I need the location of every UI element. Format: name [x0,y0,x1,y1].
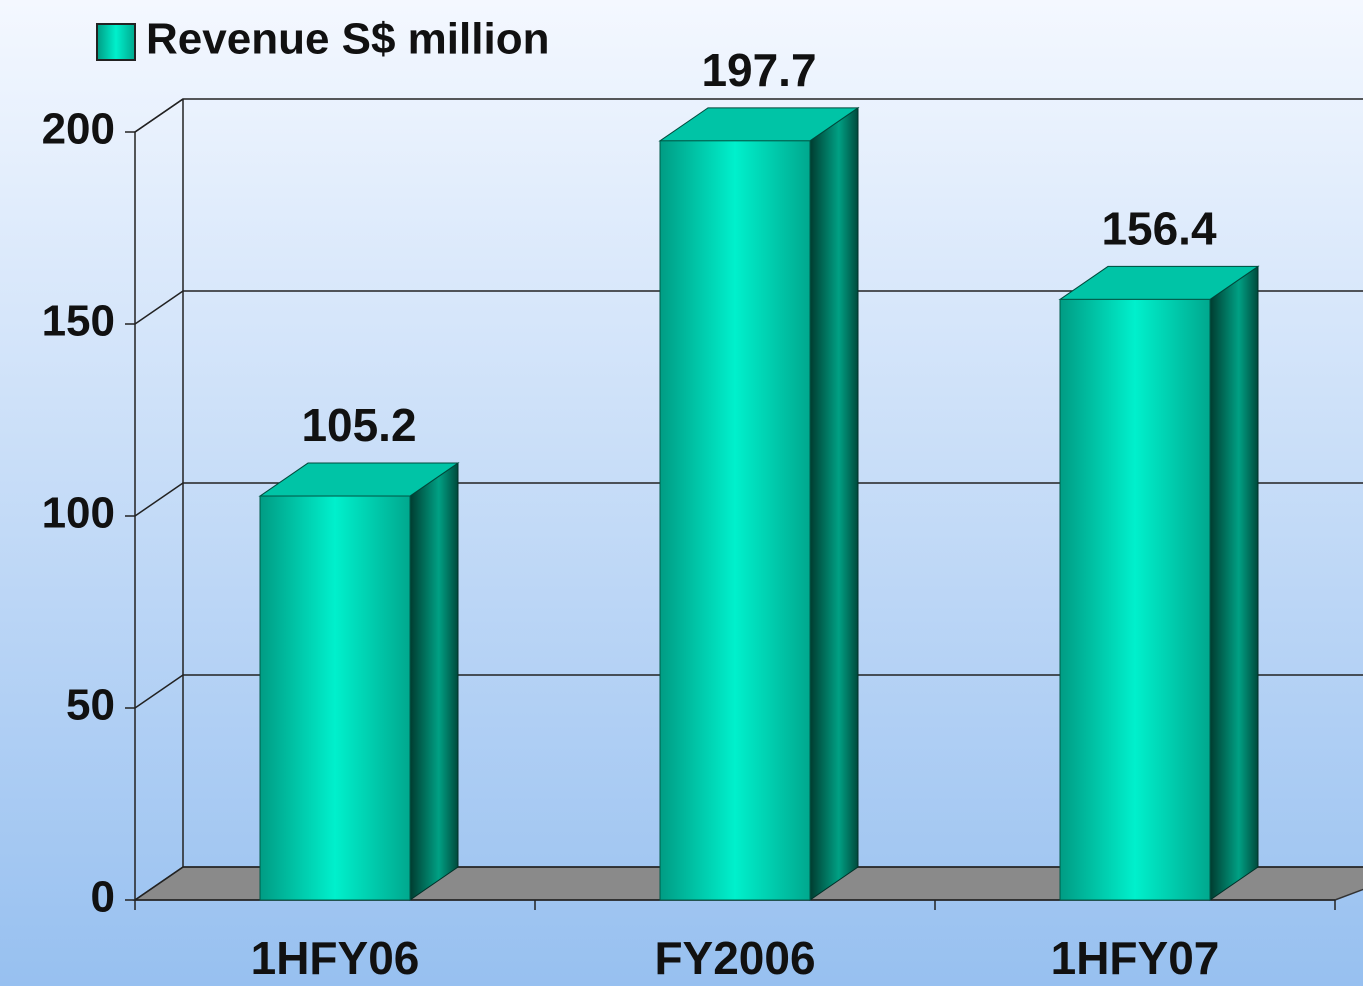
y-tick-label: 150 [42,297,115,346]
bar-side [809,106,859,901]
grid-line [134,482,1363,517]
legend-swatch [96,23,136,61]
grid-line [134,290,1363,325]
bar-side [409,462,459,901]
grid-line [134,674,1363,709]
grid-line [134,866,1363,901]
x-tick-label: FY2006 [654,932,815,984]
x-tick-label: 1HFY06 [251,932,420,984]
bar [1059,298,1211,901]
bar [259,495,411,901]
y-tick-label: 50 [66,681,115,730]
y-tick-label: 0 [91,873,115,922]
data-label: 105.2 [301,399,416,451]
data-label: 156.4 [1101,203,1217,255]
legend-label: Revenue S$ million [146,15,549,64]
grid-line [134,98,1363,133]
data-label: 197.7 [701,44,816,96]
y-tick-label: 100 [42,489,115,538]
x-tick-label: 1HFY07 [1051,932,1220,984]
y-tick-label: 200 [42,105,115,154]
bar [659,140,811,901]
bar-side [1209,265,1259,901]
